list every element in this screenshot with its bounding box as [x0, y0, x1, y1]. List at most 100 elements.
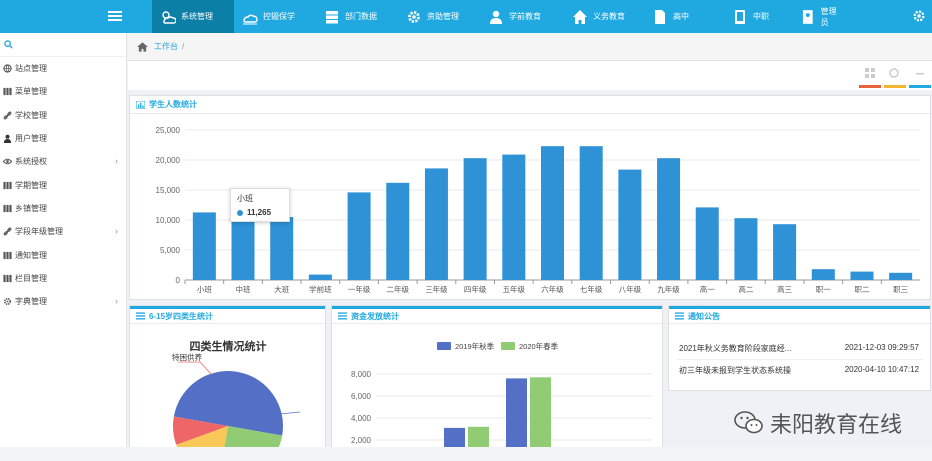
notice-title[interactable]: 初三年级未报到学生状态系统操 [679, 366, 791, 375]
pie-label-line [279, 411, 301, 415]
bar[interactable] [424, 168, 448, 280]
chart-tooltip: 小班 11,265 [230, 188, 290, 222]
chevron-right-icon[interactable]: › [115, 295, 118, 306]
bar[interactable] [734, 218, 758, 280]
refresh-icon[interactable] [888, 67, 900, 79]
bar[interactable] [308, 274, 332, 280]
nav-item-9[interactable]: 管理员 [792, 0, 852, 33]
nav-item-1[interactable]: 系统管理 [152, 0, 234, 33]
sidebar-item-5[interactable]: 系统授权 › [0, 150, 126, 173]
notice-panel-header: 通知公告 [669, 306, 930, 324]
pie-slice[interactable] [218, 426, 283, 450]
chevron-right-icon[interactable]: › [115, 226, 118, 237]
sidebar-item-4[interactable]: 用户管理 [0, 127, 126, 150]
bar[interactable] [695, 207, 719, 280]
color-swatch-blue [909, 85, 931, 88]
sidebar-item-1[interactable]: 站点管理 [0, 57, 126, 80]
home-icon[interactable] [137, 41, 148, 52]
nav-item-label: 部门数据 [345, 12, 377, 21]
legend-swatch[interactable] [501, 342, 515, 350]
nav-item-5[interactable]: 学前教育 [480, 0, 564, 33]
bar[interactable] [530, 377, 551, 450]
bar[interactable] [192, 212, 216, 280]
pie-slice[interactable] [176, 426, 228, 450]
menu-toggle-icon[interactable] [108, 9, 122, 23]
bar[interactable] [463, 158, 487, 280]
gear-icon [3, 298, 12, 306]
nav-item-4[interactable]: 资助管理 [398, 0, 480, 33]
sidebar-item-10[interactable]: 栏目管理 [0, 267, 126, 290]
pie-slice[interactable] [173, 371, 283, 436]
notice-panel: 通知公告 2021年秋义务教育阶段家庭经... 2021-12-03 09:29… [668, 305, 931, 391]
nav-item-6[interactable]: 义务教育 [564, 0, 644, 33]
sidebar-item-3[interactable]: 学校管理 [0, 104, 126, 127]
notice-title[interactable]: 2021年秋义务教育阶段家庭经... [679, 344, 792, 353]
notice-item[interactable]: 初三年级未报到学生状态系统操 2020-04-10 10:47:12 [679, 365, 919, 376]
nav-item-label: 控辍保学 [263, 12, 295, 21]
top-nav: 系统管理 控辍保学 部门数据 资助管理 学前教育 义务教育 高中 中职 管理员 [152, 0, 852, 33]
bar[interactable] [231, 214, 255, 280]
pie-title: 四类生情况统计 [190, 339, 267, 353]
eye-icon [3, 159, 12, 165]
bar[interactable] [468, 426, 489, 450]
sidebar-item-6[interactable]: 学期管理 [0, 173, 126, 196]
x-tick-label: 大班 [274, 284, 289, 294]
funding-panel-title: 资金发放统计 [351, 311, 399, 321]
nav-item-3[interactable]: 部门数据 [316, 0, 398, 33]
bar[interactable] [386, 182, 410, 280]
book-icon [735, 9, 745, 24]
bar[interactable] [444, 427, 465, 450]
notice-item[interactable]: 2021年秋义务教育阶段家庭经... 2021-12-03 09:29:57 [679, 343, 919, 354]
bar[interactable] [773, 224, 797, 280]
cloud-icon [243, 14, 258, 24]
sidebar-item-7[interactable]: 乡镇管理 [0, 197, 126, 220]
minimize-icon[interactable] [914, 67, 926, 79]
sidebar-item-11[interactable]: 字典管理 › [0, 290, 126, 313]
bar[interactable] [502, 154, 526, 280]
sidebar-item-2[interactable]: 菜单管理 [0, 80, 126, 103]
tooltip-title: 小班 [237, 194, 253, 203]
user-icon [3, 134, 12, 144]
bar[interactable] [347, 192, 371, 280]
avatar-icon [802, 9, 813, 24]
sidebar-item-8[interactable]: 学段年级管理 › [0, 220, 126, 243]
nav-item-7[interactable]: 高中 [644, 0, 724, 33]
sidebar-item-label: 学校管理 [15, 110, 47, 120]
panel-toolbar [128, 61, 932, 90]
students-panel-header: 学生人数统计 [130, 96, 930, 114]
x-tick-label: 八年级 [619, 284, 642, 294]
bar[interactable] [579, 146, 603, 280]
settings-gear-icon[interactable] [912, 9, 926, 23]
nav-item-8[interactable]: 中职 [724, 0, 792, 33]
bar[interactable] [270, 217, 294, 280]
sidebar-item-9[interactable]: 通知管理 [0, 243, 126, 266]
sidebar-item-label: 用户管理 [15, 134, 47, 144]
bar[interactable] [850, 271, 874, 280]
bar[interactable] [657, 158, 681, 280]
breadcrumb-home-link[interactable]: 工作台 [154, 42, 178, 51]
bar[interactable] [889, 272, 913, 280]
color-swatch-yellow [884, 85, 906, 88]
pie-slice[interactable] [173, 416, 228, 445]
list-icon [675, 312, 684, 320]
nav-item-label: 系统管理 [181, 12, 213, 21]
sidebar-search[interactable] [0, 33, 126, 57]
funding-bar-chart: 2019年秋季 2020年春季 2,000 4,000 6,000 8,000 [351, 341, 652, 450]
legend-swatch[interactable] [437, 342, 451, 350]
tooltip-dot [237, 209, 243, 216]
grid-icon[interactable] [864, 67, 876, 79]
nav-item-label: 资助管理 [427, 12, 459, 21]
bar[interactable] [811, 269, 835, 280]
bar[interactable] [506, 378, 527, 450]
students-panel-title: 学生人数统计 [149, 100, 197, 109]
sidebar-item-label: 字典管理 [15, 297, 47, 307]
bar[interactable] [618, 169, 642, 280]
chevron-right-icon[interactable]: › [115, 156, 118, 167]
x-tick-label: 九年级 [657, 284, 680, 294]
link-icon [3, 227, 12, 236]
bar[interactable] [541, 146, 564, 280]
nav-item-2[interactable]: 控辍保学 [234, 0, 316, 33]
sidebar-item-label: 站点管理 [15, 64, 47, 74]
search-icon[interactable] [4, 40, 13, 49]
